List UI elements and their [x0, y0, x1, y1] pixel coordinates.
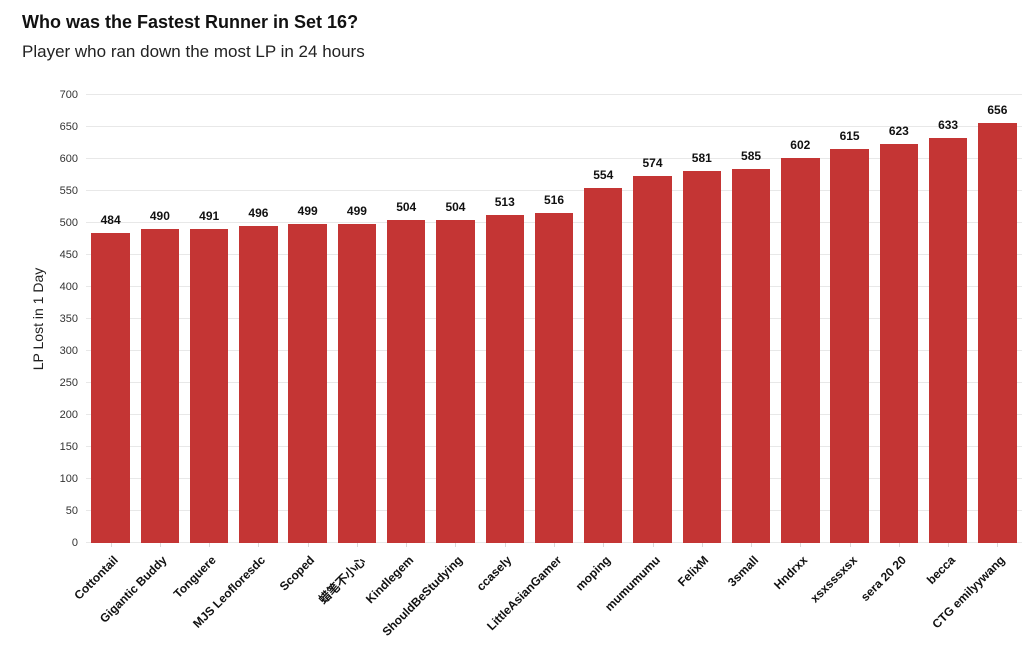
y-tick-label: 500: [59, 217, 78, 229]
y-tick-label: 150: [59, 441, 78, 453]
bar-ShouldBeStudying: [436, 220, 475, 543]
x-category-label: Hndrxx: [771, 553, 811, 593]
bar-MJS Leofloresdc: [239, 225, 278, 543]
bar-value-label: 504: [445, 200, 466, 215]
x-tickmark: [455, 543, 457, 547]
bar-value-label: 516: [543, 192, 565, 207]
y-tick-label: 550: [59, 185, 78, 197]
y-tick-label: 0: [71, 537, 78, 549]
bar-value-label: 484: [100, 213, 121, 228]
x-category-label: Scoped: [277, 553, 318, 594]
y-tick-label: 450: [59, 249, 78, 261]
bar-mumumumu: [633, 175, 672, 543]
x-tickmark: [307, 543, 309, 547]
y-tick-label: 200: [59, 409, 78, 421]
bar-value-label: 491: [199, 208, 220, 223]
plot-area: 484 Cottontail 490 Gigantic Buddy 491 Tonguer…: [71, 94, 1022, 639]
chart-subtitle: Player who ran down the most LP in 24 ho…: [22, 42, 365, 61]
bar-value-label: 585: [741, 148, 762, 163]
bar-value-label: 581: [691, 151, 712, 166]
bar-3small: [731, 168, 771, 543]
bar-value-label: 499: [346, 203, 367, 218]
bar-value-label: 615: [839, 129, 860, 144]
bar-value-label: 623: [888, 124, 909, 139]
y-tick-label: 250: [59, 377, 78, 389]
x-category-label: 3small: [724, 553, 761, 590]
gridline: [86, 126, 1022, 127]
x-category-label: Cottontail: [71, 553, 121, 603]
x-category-label: Tonguere: [171, 553, 220, 601]
bar-CTG emilyywang: [978, 123, 1017, 543]
bar-FelixM: [682, 171, 721, 543]
bar-value-label: 504: [396, 200, 417, 215]
x-tickmark: [406, 543, 408, 547]
gridline: [86, 158, 1022, 159]
y-tick-label: 50: [65, 505, 78, 517]
x-tickmark: [258, 543, 260, 547]
bar-value-label: 513: [494, 194, 515, 209]
bar-value-label: 633: [938, 117, 959, 132]
x-tickmark: [701, 543, 703, 547]
bar-value-label: 656: [987, 103, 1008, 118]
x-tickmark: [652, 543, 654, 547]
bar-becca: [928, 137, 968, 543]
bar-value-label: 499: [297, 203, 318, 218]
bar-Tonguere: [189, 228, 229, 543]
chart-title: Who was the Fastest Runner in Set 16?: [22, 12, 359, 32]
x-category-label: becca: [924, 553, 959, 587]
x-tickmark: [898, 543, 900, 547]
x-tickmark: [948, 543, 950, 547]
x-category-label: moping: [572, 553, 614, 594]
bar-moping: [584, 188, 623, 543]
bar-xsxsssxsx: [830, 149, 869, 543]
y-tick-label: 650: [59, 121, 78, 133]
gridline: [86, 94, 1022, 95]
x-tickmark: [209, 543, 211, 547]
x-tickmark: [159, 543, 161, 547]
x-tickmark: [356, 543, 358, 547]
x-category-label: ccasely: [474, 553, 515, 594]
bar-Gigantic Buddy: [140, 229, 180, 543]
bar-value-label: 496: [248, 205, 269, 220]
x-category-label: 蜡笔不小心: [315, 554, 369, 607]
bar-Cottontail: [91, 233, 130, 543]
bar-LittleAsianGamer: [534, 212, 574, 543]
bar-Scoped: [288, 223, 327, 543]
bar-sera 20 20: [879, 144, 919, 543]
gridline: [86, 190, 1022, 191]
bar-ccasely: [485, 214, 524, 543]
y-axis: 0 50 100 150 200 250 300 350 400 450 500 550 600 650 7…: [0, 89, 78, 549]
x-tickmark: [997, 543, 999, 547]
bar-Kindlegem: [386, 220, 426, 543]
bar-value-label: 574: [642, 155, 663, 170]
bar-value-label: 554: [593, 168, 614, 183]
y-tick-label: 300: [59, 345, 78, 357]
bar-蜡笔不小心: [337, 223, 377, 543]
y-tick-label: 350: [59, 313, 78, 325]
x-tickmark: [751, 543, 753, 547]
x-tickmark: [849, 543, 851, 547]
x-category-label: FelixM: [675, 553, 712, 590]
x-tickmark: [554, 543, 555, 547]
y-tick-label: 400: [59, 281, 78, 293]
y-tick-label: 600: [59, 153, 78, 165]
bar-Hndrxx: [781, 157, 820, 543]
bar-value-label: 490: [149, 209, 170, 224]
x-category-label: sera 20 20: [857, 553, 909, 604]
x-tickmark: [800, 543, 802, 547]
y-tick-label: 100: [59, 473, 78, 485]
bar-value-label: 602: [790, 137, 811, 152]
x-category-label: xsxsssxsx: [807, 553, 860, 606]
x-tickmark: [603, 543, 605, 547]
x-tickmark: [504, 543, 506, 547]
y-tick-label: 700: [59, 89, 78, 101]
x-tickmark: [110, 543, 112, 547]
